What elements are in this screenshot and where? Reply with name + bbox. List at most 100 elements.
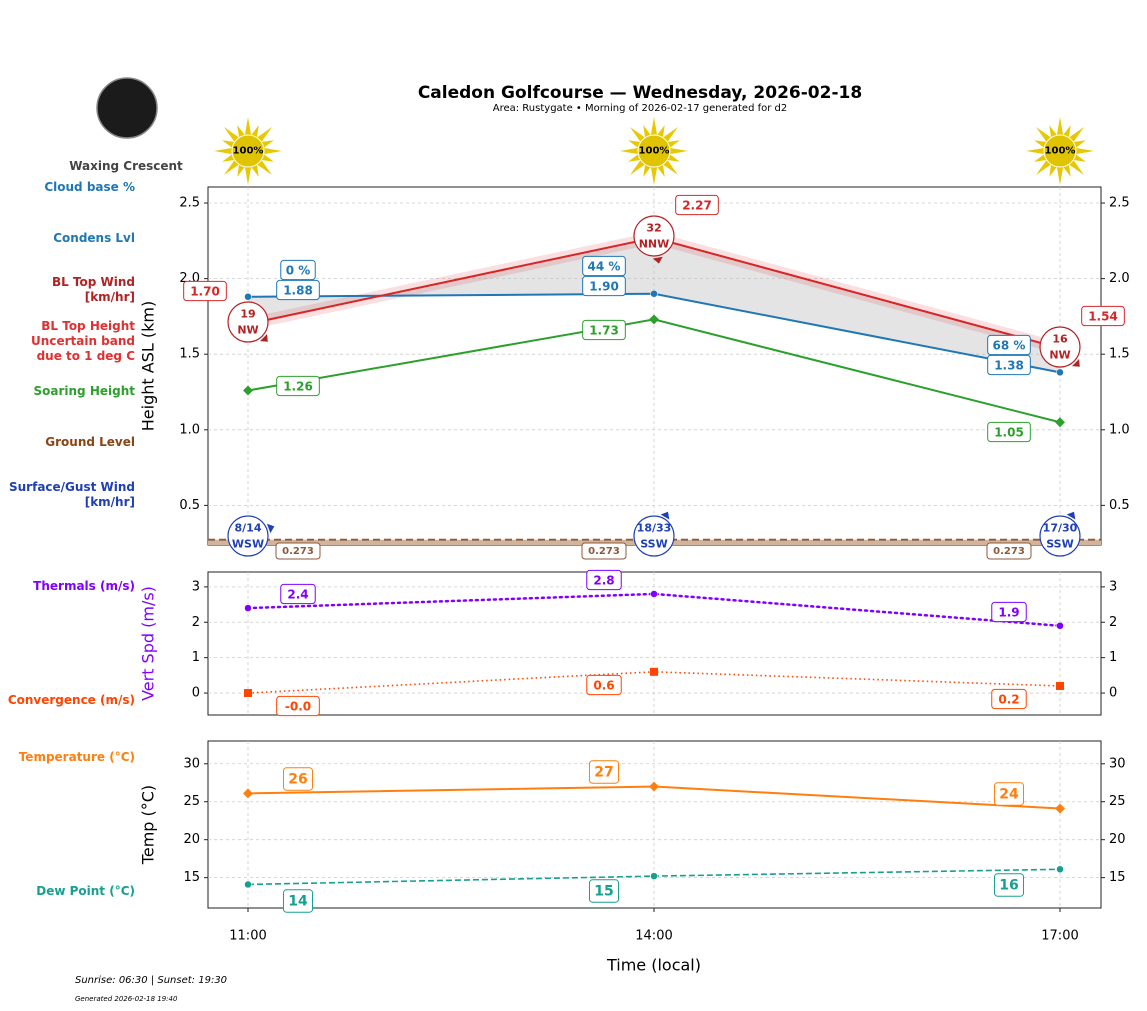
sun-ray bbox=[657, 125, 665, 138]
convergence-label-box bbox=[276, 695, 320, 717]
thermals-label-box bbox=[991, 601, 1027, 623]
cloud-pct-label-box bbox=[280, 259, 316, 281]
sun-ray bbox=[629, 159, 646, 176]
sun-ray bbox=[669, 147, 688, 155]
y-tick-label-right: 0.5 bbox=[1109, 498, 1130, 513]
thermals-data-label: 2.4 bbox=[287, 588, 308, 602]
sun-ray bbox=[1068, 159, 1085, 176]
x-tick-label: 17:00 bbox=[1041, 929, 1078, 944]
cloud-base-label-box bbox=[276, 279, 320, 301]
cloud-base-marker bbox=[1056, 368, 1064, 377]
sun-ray bbox=[1068, 126, 1085, 143]
sun-ray bbox=[1034, 140, 1047, 148]
y-tick-label: 1.0 bbox=[179, 422, 200, 437]
y-tick-label: 0 bbox=[192, 686, 200, 701]
y-tick-label: 0.5 bbox=[179, 498, 200, 513]
sun-ray bbox=[1073, 154, 1086, 162]
bl-wind-arrow-icon bbox=[1072, 359, 1080, 367]
sun-ray bbox=[1035, 126, 1052, 143]
convergence-data-label: -0.0 bbox=[285, 700, 311, 714]
bl-wind-direction: NW bbox=[237, 324, 258, 337]
surface-wind-arrow-icon bbox=[1066, 511, 1076, 520]
soaring-label-box bbox=[987, 421, 1031, 443]
sun-ray bbox=[629, 126, 646, 143]
y-tick-label: 15 bbox=[183, 870, 200, 885]
surface-wind-circle bbox=[227, 515, 269, 557]
sun-ray bbox=[251, 164, 259, 177]
sun-ray bbox=[657, 164, 665, 177]
bl-top-data-label: 1.54 bbox=[1088, 310, 1118, 324]
cloud-base-marker bbox=[244, 293, 252, 301]
sun-ray bbox=[1034, 154, 1047, 162]
sun-ray bbox=[650, 117, 658, 136]
y-tick-label: 2.5 bbox=[179, 196, 200, 211]
bl-wind-direction: NNW bbox=[639, 238, 670, 251]
sun-disc bbox=[637, 134, 671, 168]
dew-point-data-label: 16 bbox=[999, 878, 1018, 894]
label-convergence: Convergence (m/s) bbox=[7, 693, 135, 707]
soaring-label-box bbox=[582, 319, 626, 341]
y-axis-label: Height ASL (km) bbox=[139, 301, 158, 431]
chart-title: Caledon Golfcourse — Wednesday, 2026-02-… bbox=[417, 83, 863, 103]
label-soaring: Soaring Height bbox=[33, 384, 136, 398]
thermals-marker bbox=[244, 604, 252, 612]
ground-label-box bbox=[275, 542, 321, 560]
y-tick-label: 3 bbox=[192, 579, 200, 594]
bl-wind-circle bbox=[1039, 326, 1081, 368]
x-axis-label: Time (local) bbox=[606, 956, 701, 975]
y-tick-label: 25 bbox=[183, 794, 200, 809]
sun-ray bbox=[1063, 164, 1071, 177]
y-tick-label-right: 1 bbox=[1109, 650, 1117, 665]
dew-point-data-label: 14 bbox=[288, 894, 308, 910]
cloud-pct-data-label: 0 % bbox=[286, 264, 311, 278]
x-tick-label: 11:00 bbox=[229, 929, 266, 944]
convergence-marker bbox=[650, 667, 658, 676]
surface-wind-direction: SSW bbox=[640, 538, 667, 551]
bl-wind-arrow-icon bbox=[652, 256, 663, 264]
bl-wind-speed: 32 bbox=[646, 222, 661, 235]
soaring-marker bbox=[649, 314, 659, 325]
y-tick-label: 1.5 bbox=[179, 347, 200, 362]
dew-point-label-box bbox=[588, 879, 620, 903]
thermals-label-box bbox=[280, 583, 316, 605]
temperature-marker bbox=[649, 781, 659, 792]
cloud-base-data-label: 1.90 bbox=[589, 280, 619, 294]
bl-wind-speed: 16 bbox=[1052, 333, 1068, 346]
sun-ray bbox=[662, 126, 679, 143]
dew-point-data-label: 15 bbox=[594, 884, 613, 900]
cloud-base-label-box bbox=[987, 354, 1031, 376]
bl-wind-direction: NW bbox=[1049, 349, 1070, 362]
cloud-base-label-box bbox=[582, 275, 626, 297]
y-tick-label-right: 1.5 bbox=[1109, 347, 1130, 362]
surface-wind-arrow-icon bbox=[660, 511, 670, 520]
soaring-marker bbox=[243, 385, 253, 396]
bl-top-data-label: 2.27 bbox=[682, 199, 712, 213]
sun-ray bbox=[650, 166, 658, 185]
ground-data-label: 0.273 bbox=[282, 546, 314, 557]
sun-ray bbox=[1049, 164, 1057, 177]
sun-ray bbox=[628, 140, 641, 148]
dew-point-label-box bbox=[282, 889, 314, 913]
sun-ray bbox=[1073, 140, 1086, 148]
temperature-marker bbox=[1055, 803, 1065, 814]
dew-point-label-box bbox=[993, 873, 1025, 897]
label-dew-point: Dew Point (°C) bbox=[36, 884, 135, 898]
surface-wind-direction: SSW bbox=[1046, 538, 1073, 551]
sun-ray bbox=[1056, 117, 1064, 136]
y-tick-label: 30 bbox=[183, 756, 200, 771]
y-tick-label: 2 bbox=[192, 615, 200, 630]
y-tick-label-right: 30 bbox=[1109, 756, 1126, 771]
ground-label-box bbox=[986, 542, 1032, 560]
sun-ray bbox=[222, 140, 235, 148]
sun-ray bbox=[244, 166, 252, 185]
ground-data-label: 0.273 bbox=[588, 546, 620, 557]
moon-icon bbox=[96, 77, 158, 139]
sun-ray bbox=[261, 154, 274, 162]
convergence-data-label: 0.6 bbox=[593, 679, 614, 693]
ground-label-box bbox=[581, 542, 627, 560]
sun-ray bbox=[643, 164, 651, 177]
sun-ray bbox=[214, 147, 233, 155]
label-bl-height: BL Top Height Uncertain band due to 1 de… bbox=[31, 319, 135, 363]
thermals-label-box bbox=[586, 569, 622, 591]
